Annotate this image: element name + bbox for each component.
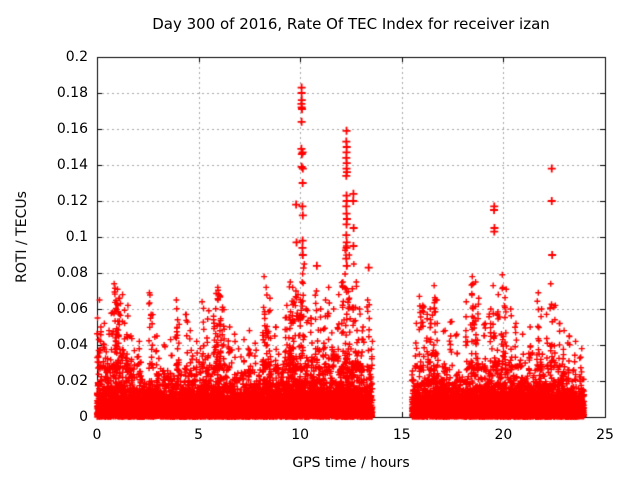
x-tick-label: 20	[494, 427, 513, 443]
x-tick-label: 25	[596, 427, 614, 443]
y-tick-label: 0.2	[65, 49, 88, 65]
x-axis-label: GPS time / hours	[292, 455, 410, 471]
x-tick-label: 10	[291, 427, 310, 443]
y-tick-label: 0.02	[56, 373, 88, 389]
y-tick-label: 0.16	[56, 121, 88, 137]
y-tick-label: 0.12	[56, 193, 88, 209]
x-tick-label: 5	[194, 427, 204, 443]
y-tick-label: 0.18	[56, 85, 88, 101]
y-tick-label: 0.06	[56, 301, 88, 317]
x-tick-label: 0	[92, 427, 102, 443]
chart-title: Day 300 of 2016, Rate Of TEC Index for r…	[152, 15, 550, 33]
y-tick-label: 0	[79, 409, 88, 425]
y-tick-label: 0.14	[56, 157, 88, 173]
y-tick-label: 0.08	[56, 265, 88, 281]
y-tick-label: 0.04	[56, 337, 88, 353]
x-tick-label: 15	[392, 427, 411, 443]
y-tick-label: 0.1	[65, 229, 88, 245]
